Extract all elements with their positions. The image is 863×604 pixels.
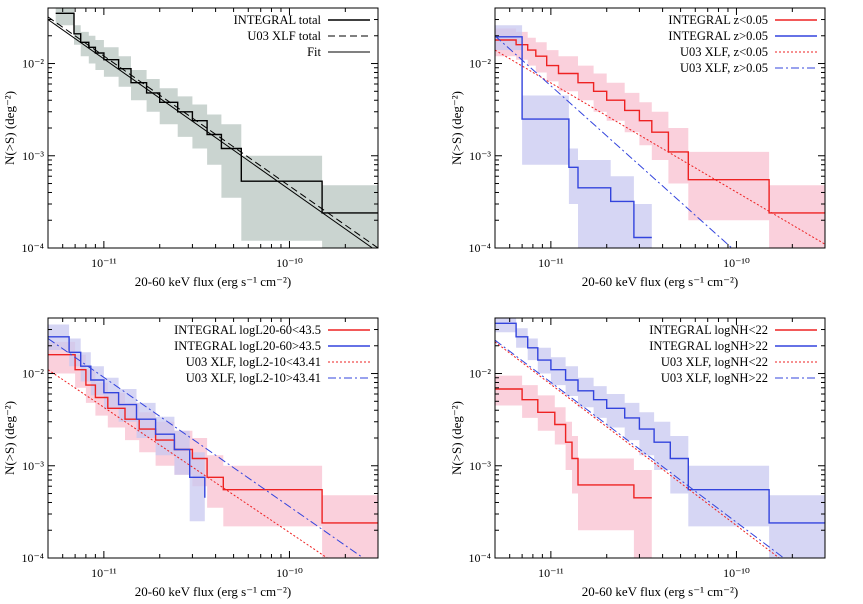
- legend-label: INTEGRAL z>0.05: [668, 29, 768, 43]
- legend-label: U03 XLF, logL2-10<43.41: [186, 355, 321, 369]
- x-tick-label: 10⁻¹¹: [91, 256, 117, 270]
- series-line-1: [495, 388, 652, 499]
- series-line-3: [48, 19, 373, 248]
- series-line-4: [495, 35, 733, 248]
- series-line-1: [55, 12, 378, 214]
- x-tick-label: 10⁻¹⁰: [723, 256, 750, 270]
- error-band-series-2: [495, 25, 652, 248]
- error-band-series-2: [495, 318, 825, 558]
- y-tick-label: 10⁻²: [469, 57, 491, 71]
- y-tick-label: 10⁻⁴: [468, 241, 491, 255]
- legend: INTEGRAL total U03 XLF total Fit: [234, 13, 370, 59]
- legend-label: U03 XLF, z<0.05: [680, 45, 768, 59]
- legend: INTEGRAL logNH<22 INTEGRAL logNH>22 U03 XL…: [649, 323, 817, 385]
- y-tick-label: 10⁻³: [469, 459, 491, 473]
- series-line-4: [495, 339, 785, 558]
- chart-panel-2: 10⁻¹¹ 10⁻¹⁰ 10⁻⁴ 10⁻³ 10⁻² 20-60 keV flux (er…: [449, 7, 826, 289]
- error-band-series-1: [55, 8, 378, 248]
- x-tick-label: 10⁻¹¹: [91, 566, 117, 580]
- legend-label: U03 XLF, logNH>22: [661, 371, 768, 385]
- plot-area: [495, 25, 825, 248]
- series-line-3: [495, 341, 780, 558]
- y-axis-label: N(>S) (deg⁻²): [2, 91, 17, 165]
- y-axis-label: N(>S) (deg⁻²): [2, 401, 17, 475]
- legend: INTEGRAL z<0.05 INTEGRAL z>0.05 U03 XLF, z…: [668, 13, 817, 75]
- error-band-series-1: [495, 375, 652, 558]
- legend-label: U03 XLF total: [247, 29, 321, 43]
- y-tick-label: 10⁻⁴: [21, 241, 44, 255]
- plot-area: [495, 318, 825, 558]
- y-tick-label: 10⁻³: [22, 459, 44, 473]
- x-tick-label: 10⁻¹⁰: [276, 256, 303, 270]
- x-tick-label: 10⁻¹¹: [538, 566, 564, 580]
- chart-panel-1: 10⁻¹¹ 10⁻¹⁰ 10⁻⁴ 10⁻³ 10⁻² 20-60 keV flux (er…: [2, 7, 379, 289]
- series-line-2: [48, 336, 206, 498]
- x-tick-label: 10⁻¹¹: [538, 256, 564, 270]
- x-axis-label: 20-60 keV flux (erg s⁻¹ cm⁻²): [135, 584, 291, 599]
- y-tick-label: 10⁻⁴: [468, 551, 491, 565]
- legend-label: U03 XLF, logNH<22: [661, 355, 768, 369]
- y-axis-label: N(>S) (deg⁻²): [449, 91, 464, 165]
- legend-label: INTEGRAL logL20-60>43.5: [174, 339, 321, 353]
- legend-label: INTEGRAL total: [234, 13, 322, 27]
- axis-ticks: [494, 317, 826, 559]
- y-axis-label: N(>S) (deg⁻²): [449, 401, 464, 475]
- chart-panel-4: 10⁻¹¹ 10⁻¹⁰ 10⁻⁴ 10⁻³ 10⁻² 20-60 keV flux (er…: [449, 317, 826, 599]
- axis-ticks: [47, 317, 379, 559]
- legend-label: INTEGRAL logNH<22: [649, 323, 768, 337]
- legend-label: INTEGRAL z<0.05: [668, 13, 768, 27]
- legend-label: U03 XLF, z>0.05: [680, 61, 768, 75]
- x-tick-label: 10⁻¹⁰: [276, 566, 303, 580]
- chart-panel-3: 10⁻¹¹ 10⁻¹⁰ 10⁻⁴ 10⁻³ 10⁻² 20-60 keV flux (er…: [2, 317, 379, 599]
- series-line-1: [495, 39, 825, 214]
- legend-label: INTEGRAL logNH>22: [649, 339, 768, 353]
- plot-area: [48, 8, 378, 248]
- x-axis-label: 20-60 keV flux (erg s⁻¹ cm⁻²): [582, 274, 738, 289]
- series-line-4: [48, 338, 364, 558]
- legend-label: Fit: [307, 45, 321, 59]
- x-axis-label: 20-60 keV flux (erg s⁻¹ cm⁻²): [582, 584, 738, 599]
- axis-ticks: [47, 7, 379, 249]
- legend: INTEGRAL logL20-60<43.5 INTEGRAL logL20-6…: [174, 323, 370, 385]
- series-line-2: [495, 322, 825, 524]
- plot-area: [48, 324, 378, 558]
- series-line-2: [48, 16, 378, 248]
- x-tick-label: 10⁻¹⁰: [723, 566, 750, 580]
- series-line-3: [48, 369, 328, 558]
- y-tick-label: 10⁻³: [22, 149, 44, 163]
- y-tick-label: 10⁻³: [469, 149, 491, 163]
- error-band-series-1: [48, 341, 378, 558]
- y-tick-label: 10⁻²: [22, 57, 44, 71]
- error-band-series-2: [48, 324, 205, 522]
- series-line-2: [495, 36, 652, 239]
- axis-ticks: [494, 7, 826, 249]
- x-axis-label: 20-60 keV flux (erg s⁻¹ cm⁻²): [135, 274, 291, 289]
- legend-label: U03 XLF, logL2-10>43.41: [186, 371, 321, 385]
- y-tick-label: 10⁻⁴: [21, 551, 44, 565]
- y-tick-label: 10⁻²: [469, 367, 491, 381]
- legend-label: INTEGRAL logL20-60<43.5: [174, 323, 321, 337]
- y-tick-label: 10⁻²: [22, 367, 44, 381]
